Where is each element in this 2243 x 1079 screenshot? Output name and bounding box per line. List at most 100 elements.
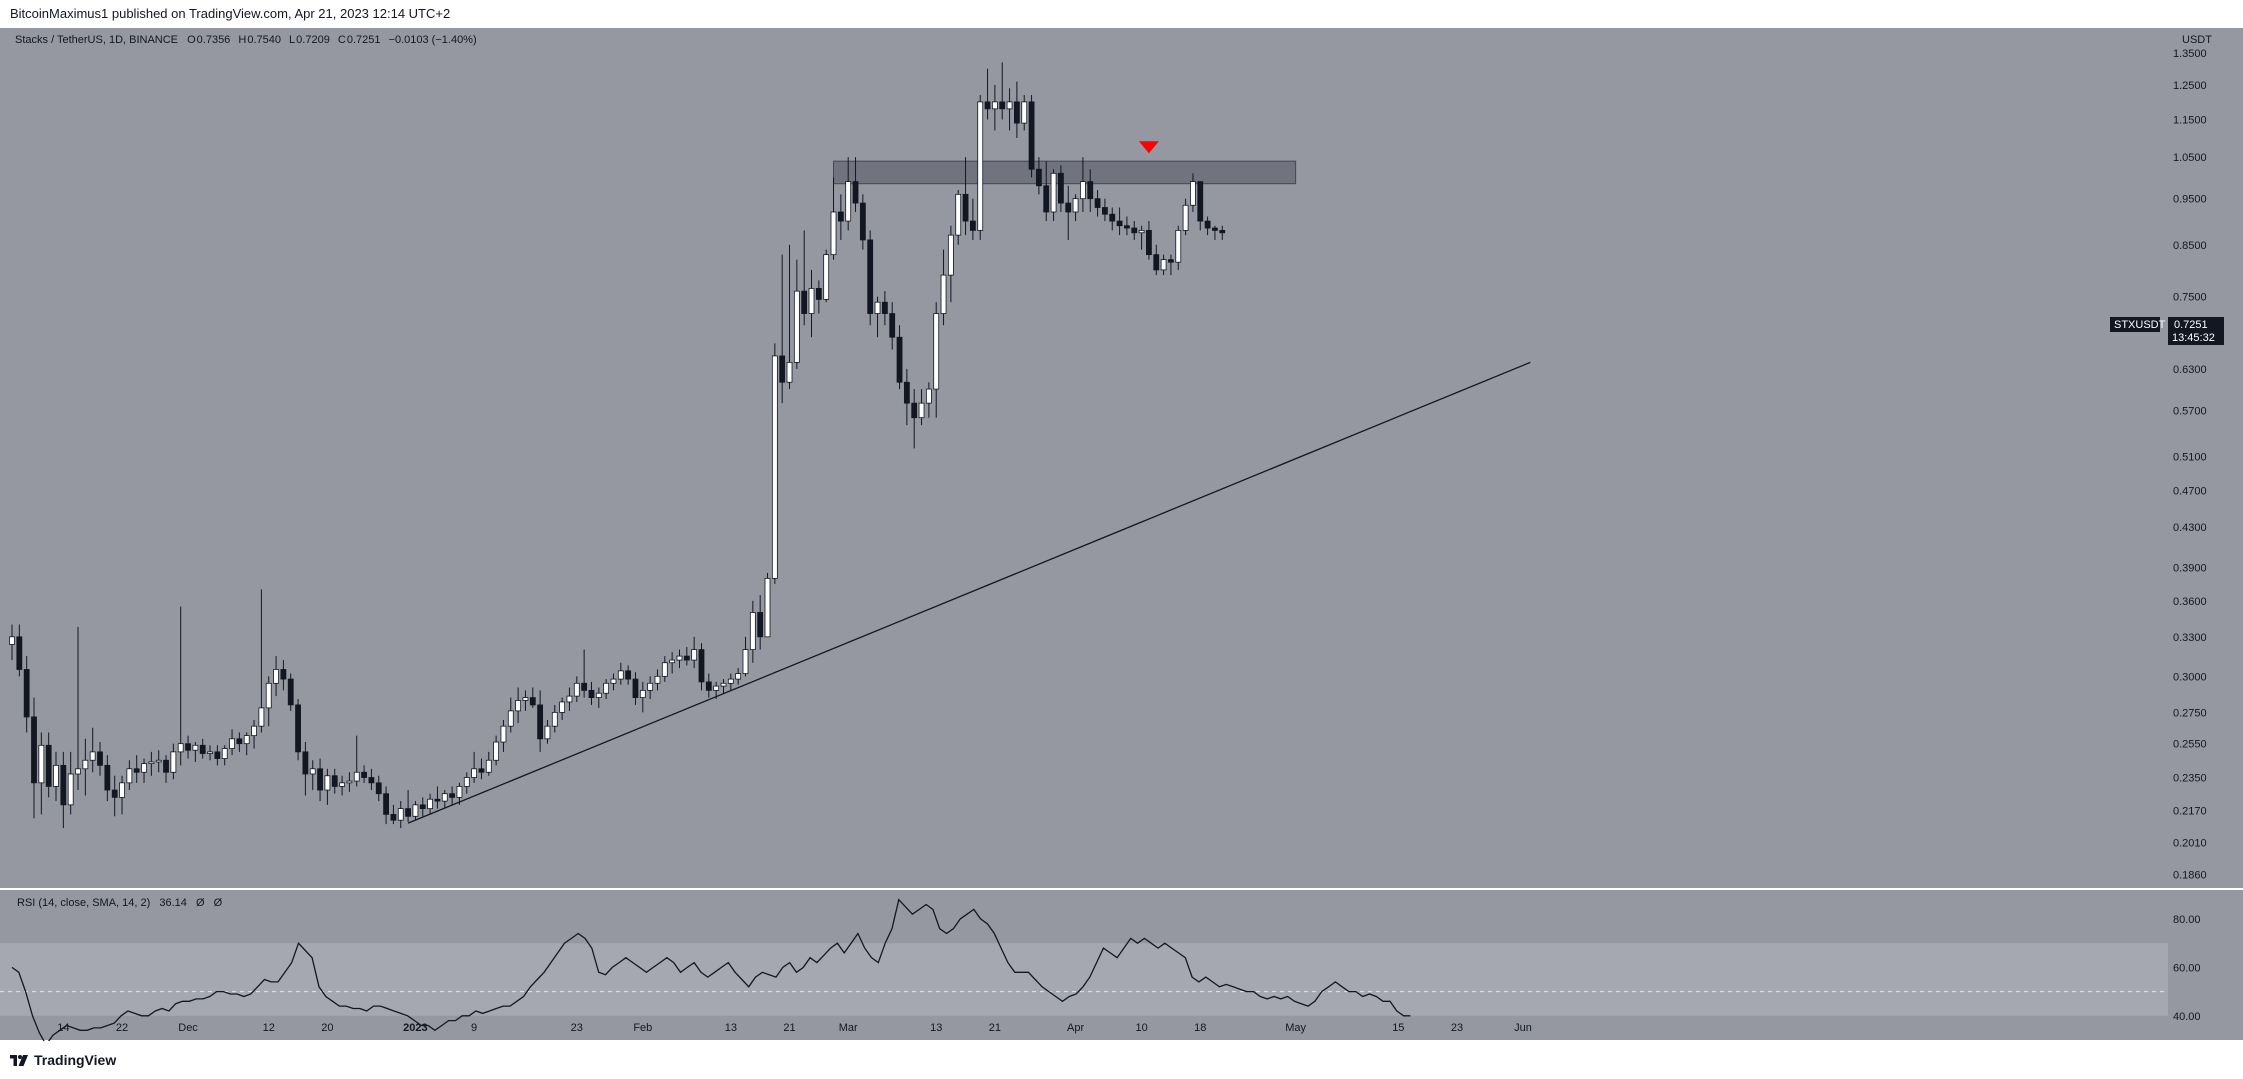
candle-body: [815, 288, 822, 300]
candle-body: [573, 682, 580, 697]
candle: [141, 758, 147, 783]
candle: [771, 343, 778, 584]
candle: [1109, 207, 1116, 231]
rsi-axis: 80.00 60.00 40.00: [2173, 914, 2201, 1023]
bearish-marker-icon: [1138, 141, 1159, 154]
candle-body: [1124, 225, 1130, 229]
candle: [1050, 169, 1057, 222]
candle: [1212, 225, 1218, 240]
candle-body: [1153, 254, 1160, 271]
candle-body: [933, 313, 940, 390]
candle-body: [148, 761, 155, 765]
candle-body: [192, 744, 199, 751]
candle: [749, 600, 756, 663]
rsi-extra-1: Ø: [196, 897, 205, 909]
candle-body: [918, 402, 925, 419]
candle: [515, 687, 522, 724]
tradingview-logo[interactable]: TradingView: [10, 1052, 116, 1068]
candle-body: [1219, 229, 1226, 234]
candle: [1124, 216, 1130, 236]
candle-body: [603, 682, 610, 694]
candle: [383, 786, 389, 825]
candle: [661, 656, 668, 682]
candle-body: [82, 759, 89, 770]
candle-body: [984, 101, 991, 110]
chart-svg[interactable]: 1.3500 1.2500 1.1500 1.0500 0.9500 0.8500 0.75…: [0, 28, 2243, 1041]
candle: [243, 732, 250, 756]
candle: [595, 687, 602, 708]
candle: [1102, 198, 1108, 222]
time-tick-label: Feb: [633, 1022, 652, 1034]
candle: [493, 735, 500, 766]
candle: [1168, 254, 1174, 276]
candle: [977, 95, 984, 240]
candle-body: [625, 670, 632, 680]
candle-body: [537, 704, 544, 740]
candle-body: [925, 388, 932, 404]
candle-body: [1131, 227, 1138, 234]
candle: [859, 194, 866, 250]
candle-body: [683, 655, 690, 661]
candle-body: [595, 692, 602, 698]
price-tick-label: 0.3000: [2173, 671, 2207, 683]
candle-body: [485, 759, 492, 773]
candle-body: [617, 670, 624, 680]
candle-body: [529, 697, 536, 706]
brand-text: TradingView: [34, 1052, 117, 1068]
candle: [170, 743, 177, 780]
candle: [529, 687, 536, 708]
candle: [969, 198, 976, 240]
candle-body: [331, 775, 338, 787]
candle-body: [1168, 259, 1174, 263]
candle: [603, 679, 610, 700]
candle: [16, 624, 23, 677]
candle-body: [830, 211, 837, 256]
candle: [302, 742, 309, 796]
candle: [1131, 221, 1138, 240]
candle: [617, 662, 624, 685]
time-tick-label: 14: [57, 1022, 69, 1034]
candle: [287, 673, 294, 711]
candle: [1087, 169, 1094, 212]
candle-body: [236, 738, 243, 745]
candle: [683, 647, 690, 666]
candle-body: [1028, 101, 1035, 170]
candle: [339, 775, 345, 796]
candle-body: [727, 678, 734, 684]
candle: [566, 687, 573, 711]
candle: [573, 676, 580, 702]
candle-body: [456, 786, 463, 798]
rsi-legend: RSI (14, close, SMA, 14, 2) 36.14 Ø Ø: [17, 897, 223, 909]
candle-body: [346, 780, 353, 784]
candle: [1072, 194, 1079, 222]
candle: [537, 690, 544, 752]
candle: [698, 643, 705, 691]
candle: [97, 742, 103, 776]
candle-body: [361, 771, 367, 778]
candle-body: [639, 689, 646, 698]
candle-body: [177, 743, 184, 753]
candle-body: [185, 743, 191, 751]
candle: [647, 676, 654, 700]
price-tick-label: 0.2010: [2173, 837, 2207, 849]
candle: [852, 157, 859, 212]
candle-body: [405, 808, 411, 817]
candle-body: [889, 313, 896, 338]
candle-body: [1065, 202, 1072, 213]
l-label: L: [289, 34, 295, 46]
candle-body: [1080, 181, 1086, 200]
candle-body: [1116, 220, 1123, 227]
candle: [317, 758, 323, 802]
candle: [896, 325, 903, 390]
candle: [984, 68, 991, 120]
candle-body: [713, 685, 720, 691]
candle-body: [896, 336, 903, 383]
candle: [368, 768, 375, 791]
candle: [273, 656, 279, 697]
candle-body: [265, 682, 272, 709]
candle-body: [104, 764, 111, 791]
candle-body: [779, 355, 786, 383]
candle-body: [141, 763, 147, 773]
candle-body: [977, 101, 984, 231]
candle-body: [551, 711, 558, 727]
